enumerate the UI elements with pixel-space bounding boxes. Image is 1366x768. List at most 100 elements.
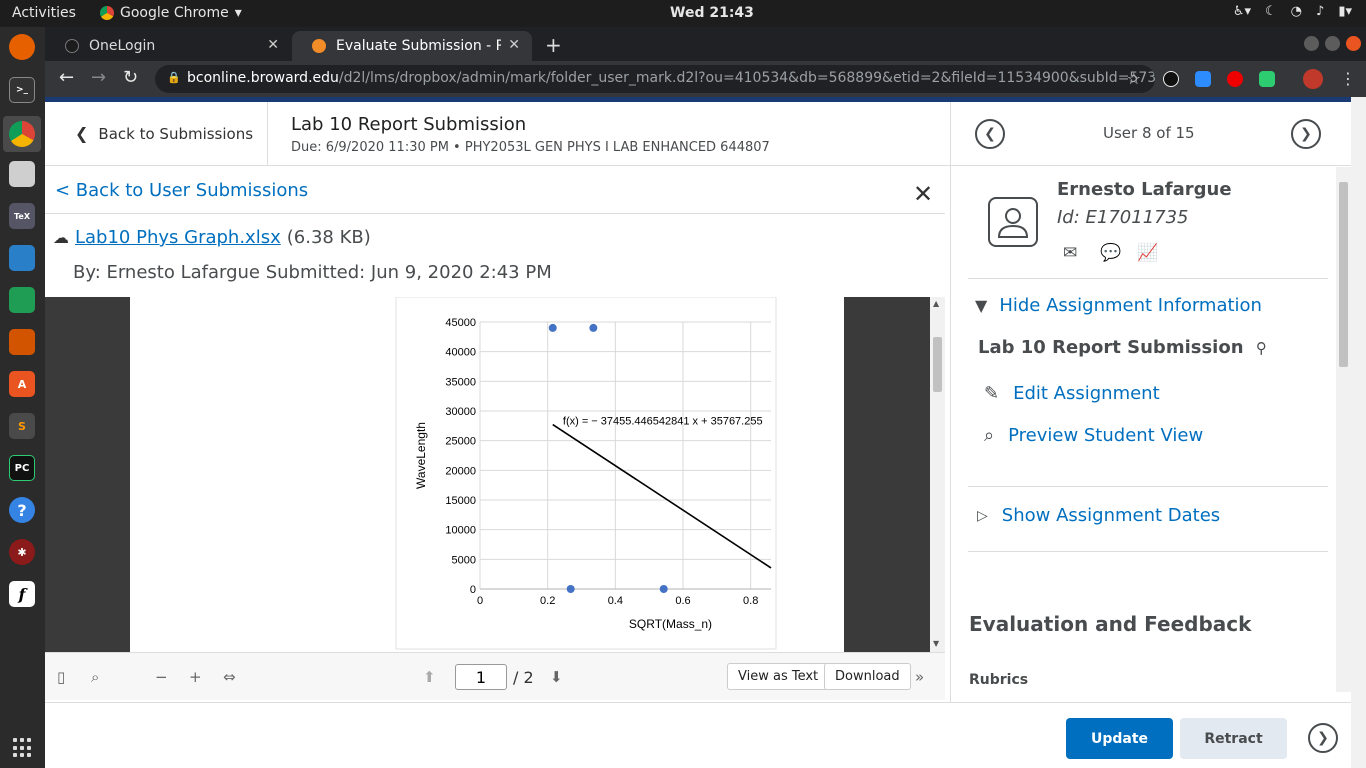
- sidebar-toggle-icon[interactable]: ▯: [57, 668, 66, 686]
- tab-title: OneLogin: [89, 38, 156, 54]
- view-as-text-button[interactable]: View as Text: [727, 663, 830, 690]
- y-tick-label: 40000: [445, 347, 476, 359]
- show-assignment-dates-toggle[interactable]: ▷ Show Assignment Dates: [977, 505, 1221, 526]
- clock[interactable]: Wed 21:43: [670, 5, 754, 21]
- scatter-chart: 0 5000 10000 15000 20000 25000 30000 35000 40000…: [395, 297, 777, 650]
- bookmark-star-icon[interactable]: ☆: [1126, 69, 1141, 88]
- zoom-in-icon[interactable]: +: [189, 668, 202, 686]
- y-tick-label: 15000: [445, 495, 476, 507]
- next-student-button[interactable]: ❯: [1308, 723, 1338, 753]
- pin-icon: ⚲: [1255, 339, 1267, 357]
- software-icon[interactable]: A: [9, 371, 35, 397]
- y-tick-label: 30000: [445, 406, 476, 418]
- search-icon[interactable]: ⌕: [91, 668, 100, 686]
- reload-icon[interactable]: ↻: [123, 67, 139, 88]
- pycharm-icon[interactable]: PC: [9, 455, 35, 481]
- chart-grid: [395, 297, 777, 650]
- close-tab-icon[interactable]: ✕: [508, 37, 520, 53]
- cloud-download-icon[interactable]: ☁: [53, 228, 69, 247]
- impress-icon[interactable]: [9, 329, 35, 355]
- page-scrollbar[interactable]: [1351, 97, 1366, 768]
- progress-chart-icon[interactable]: 📈: [1137, 243, 1159, 263]
- extension-1-icon[interactable]: [1163, 71, 1179, 87]
- y-tick-label: 10000: [445, 525, 476, 537]
- adblock-icon[interactable]: [1227, 71, 1243, 87]
- tab-evaluate-submission[interactable]: Evaluate Submission - PH ✕: [292, 31, 532, 61]
- spider-icon[interactable]: ✱: [9, 539, 35, 565]
- close-window-icon[interactable]: [1346, 36, 1361, 51]
- file-link[interactable]: Lab10 Phys Graph.xlsx: [75, 227, 281, 248]
- hide-assignment-info-toggle[interactable]: ▼ Hide Assignment Information: [975, 295, 1262, 316]
- evaluation-title: Evaluation and Feedback: [969, 612, 1252, 636]
- page-number-input[interactable]: [455, 664, 507, 690]
- caret-right-icon: ▷: [977, 507, 988, 524]
- previous-page-icon[interactable]: ⬆: [423, 668, 436, 686]
- next-user-button[interactable]: ❯: [1291, 119, 1321, 149]
- panel-scrollbar[interactable]: [1336, 167, 1351, 692]
- files-icon[interactable]: [9, 161, 35, 187]
- help-icon[interactable]: ?: [9, 497, 35, 523]
- zoom-extension-icon[interactable]: [1195, 71, 1211, 87]
- previous-user-button[interactable]: ❮: [975, 119, 1005, 149]
- download-button[interactable]: Download: [824, 663, 911, 690]
- back-to-user-submissions-link[interactable]: < Back to User Submissions: [55, 180, 309, 201]
- terminal-icon[interactable]: >_: [9, 77, 35, 103]
- minimize-icon[interactable]: [1304, 36, 1319, 51]
- back-to-submissions-link[interactable]: ❮ Back to Submissions: [75, 124, 254, 143]
- maximize-icon[interactable]: [1325, 36, 1340, 51]
- chevron-right-icon: ❯: [1317, 730, 1329, 746]
- chevron-left-icon: ❮: [75, 124, 89, 143]
- new-tab-icon[interactable]: +: [545, 33, 562, 57]
- accessibility-icon[interactable]: ♿▾: [1232, 4, 1252, 19]
- assignment-due-line: Due: 6/9/2020 11:30 PM • PHY2053L GEN PH…: [291, 140, 770, 155]
- volume-icon: ♪: [1316, 4, 1325, 19]
- next-page-icon[interactable]: ⬇: [550, 668, 563, 686]
- chat-icon[interactable]: 💬: [1100, 243, 1122, 263]
- profile-avatar[interactable]: [1303, 69, 1323, 89]
- system-tray[interactable]: ♿▾ ☾ ◔ ♪ ▮▾: [1233, 4, 1352, 19]
- function-icon[interactable]: f: [9, 581, 35, 607]
- edit-assignment-link[interactable]: ✎ Edit Assignment: [984, 383, 1160, 404]
- chrome-menu-icon[interactable]: ⋮: [1340, 69, 1356, 88]
- night-light-icon: ☾: [1265, 4, 1277, 19]
- address-bar[interactable]: 🔒 bconline.broward.edu/d2l/lms/dropbox/a…: [155, 65, 1155, 93]
- student-name: Ernesto Lafargue: [1057, 179, 1232, 200]
- calc-icon[interactable]: [9, 287, 35, 313]
- page-total: / 2: [513, 668, 534, 687]
- y-tick-label: 45000: [445, 317, 476, 329]
- scroll-down-icon[interactable]: ▼: [933, 639, 940, 648]
- url-path: /d2l/lms/dropbox/admin/mark/folder_user_…: [338, 70, 1155, 86]
- sublime-icon[interactable]: S: [9, 413, 35, 439]
- writer-icon[interactable]: [9, 245, 35, 271]
- rubrics-label: Rubrics: [969, 672, 1029, 688]
- activities-button[interactable]: Activities: [12, 5, 76, 21]
- forward-arrow-icon[interactable]: →: [91, 67, 107, 88]
- shield-extension-icon[interactable]: [1259, 71, 1275, 87]
- os-top-bar: Activities Google Chrome ▾ Wed 21:43 ♿▾ …: [0, 0, 1366, 27]
- viewer-toolbar: ▯ ⌕ − + ⇔ ⬆ / 2 ⬇ View as Text Download …: [45, 652, 945, 700]
- show-apps-icon[interactable]: [13, 738, 33, 758]
- zoom-out-icon[interactable]: −: [155, 668, 168, 686]
- back-arrow-icon[interactable]: ←: [59, 67, 75, 88]
- url-host: bconline.broward.edu: [187, 70, 339, 86]
- chevron-left-icon: ❮: [984, 126, 996, 142]
- update-button[interactable]: Update: [1066, 718, 1173, 759]
- browser-toolbar: ← → ↻ 🔒 bconline.broward.edu/d2l/lms/dro…: [45, 61, 1366, 97]
- close-viewer-icon[interactable]: ✕: [913, 180, 934, 208]
- email-icon[interactable]: ✉: [1063, 243, 1078, 263]
- document-viewer[interactable]: 0 5000 10000 15000 20000 25000 30000 35000 40000…: [45, 297, 945, 652]
- x-tick-labels: 0 0.2 0.4 0.6 0.8: [477, 595, 758, 607]
- scroll-up-icon[interactable]: ▲: [933, 299, 940, 308]
- tab-onelogin[interactable]: OneLogin ✕: [45, 31, 291, 61]
- fit-width-icon[interactable]: ⇔: [223, 668, 236, 686]
- preview-student-view-link[interactable]: ⌕ Preview Student View: [984, 425, 1204, 446]
- chrome-dock-icon[interactable]: [9, 121, 35, 147]
- more-tools-icon[interactable]: »: [915, 668, 925, 686]
- firefox-icon[interactable]: [9, 34, 35, 60]
- retract-button[interactable]: Retract: [1180, 718, 1287, 759]
- close-tab-icon[interactable]: ✕: [267, 37, 279, 53]
- viewer-scrollbar[interactable]: ▲ ▼: [930, 297, 945, 652]
- texmaker-icon[interactable]: TeX: [9, 203, 35, 229]
- data-point: [589, 323, 598, 332]
- app-menu[interactable]: Google Chrome ▾: [100, 5, 242, 21]
